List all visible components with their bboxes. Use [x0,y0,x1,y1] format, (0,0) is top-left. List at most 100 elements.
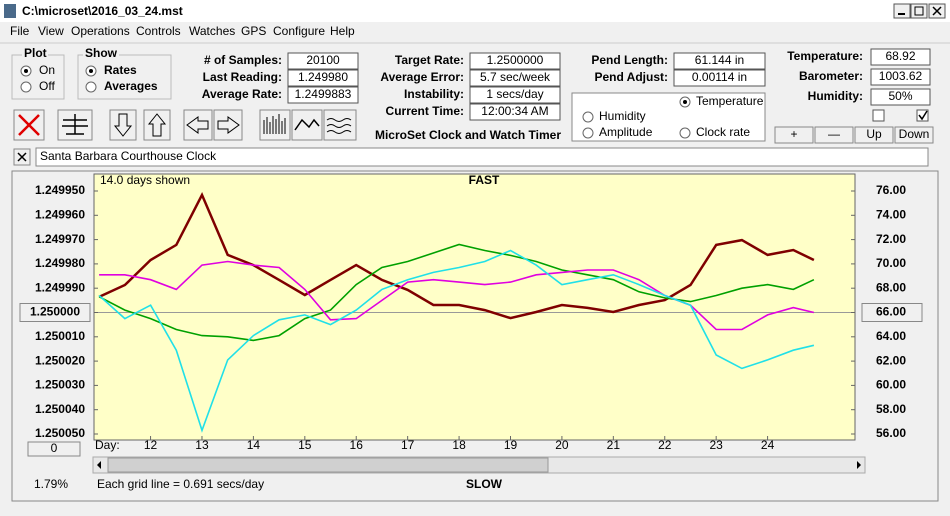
minimize[interactable] [893,3,911,19]
plot-group-box [11,54,65,100]
cancel-icon [18,114,40,136]
group-label-bg [83,48,119,60]
app-title: MicroSet Clock and Watch Timer [375,128,561,142]
field-box [870,48,931,66]
y-tick-label: 1.249980 [35,256,85,270]
balance-button[interactable] [57,109,93,141]
legend-entry: Amplitude [599,125,653,139]
y-tick-label: 1.250000 [30,305,80,319]
menu-item[interactable]: Configure [273,24,325,38]
x-tick-label: 18 [452,438,466,452]
menu-item[interactable]: GPS [241,24,266,38]
y2-tick-label: 66.00 [876,305,906,319]
field-label: Temperature: [787,49,863,63]
show-group-label: Show [85,46,118,60]
field-label: Instability: [404,87,464,101]
x-tick-label: 15 [298,438,312,452]
y2-tick-label: 56.00 [876,426,906,440]
field-box [673,69,766,87]
series-line [98,243,815,342]
adjust-button[interactable] [814,126,854,144]
adjust-button-label: — [828,127,840,141]
menu-item[interactable]: View [38,24,64,38]
field-value: 1.249980 [298,70,348,84]
offset-button[interactable] [27,441,81,457]
right-icon [217,116,240,134]
y-center-button[interactable] [19,303,91,322]
field-box [287,52,359,70]
legend-entry: Humidity [599,109,646,123]
field-value: 1003.62 [879,69,923,83]
scroll-thumb[interactable] [107,457,549,473]
down-icon [113,113,133,137]
field-box [469,86,561,104]
x-tick-label: 20 [555,438,569,452]
legend-entry: Temperature [696,94,764,108]
y2-tick-label: 74.00 [876,207,906,221]
menu-item[interactable]: File [10,24,30,38]
y-tick-label: 1.250030 [35,378,85,392]
show-radio[interactable] [85,81,97,93]
x-tick-label: 19 [504,438,518,452]
up-button[interactable] [143,109,171,141]
plot-option: On [39,63,55,77]
x-axis-label: Day: [95,438,120,452]
field-value: 1.2499883 [295,87,352,101]
window-controls[interactable] [893,3,946,19]
down-button[interactable] [109,109,137,141]
field-box [870,88,931,106]
right-button[interactable] [213,109,243,141]
close-icon [932,6,942,16]
legend-entry: Clock rate [696,125,750,139]
field-label: Average Error: [380,70,464,84]
left-icon [186,116,209,134]
field-box [870,68,931,86]
series-radio[interactable] [582,111,594,123]
field-box [469,103,561,121]
wave-icon [326,118,352,134]
adjust-button[interactable] [854,126,894,144]
days-shown: 14.0 days shown [100,173,190,187]
series-radio[interactable] [582,127,594,139]
y2-tick-label: 58.00 [876,402,906,416]
maximize-icon [914,6,924,16]
bars-icon [263,114,286,134]
field-value: 61.144 in [695,53,744,67]
checkbox[interactable] [872,109,885,122]
app-icon [4,4,16,18]
field-value: 5.7 sec/week [480,70,551,84]
watch-name-box[interactable] [35,147,929,167]
x-tick-label: 13 [195,438,209,452]
maximize[interactable] [910,3,928,19]
field-label: Average Rate: [202,87,282,101]
left-button[interactable] [183,109,213,141]
title-bar [0,0,950,22]
menu-item[interactable]: Help [330,24,355,38]
menu-item[interactable]: Controls [136,24,181,38]
x-tick-label: 23 [709,438,723,452]
adjust-button[interactable] [894,126,934,144]
plot-group-label: Plot [24,46,47,60]
menu-item[interactable]: Operations [71,24,130,38]
footnote: Each grid line = 0.691 secs/day [97,477,264,491]
field-box [287,86,359,104]
y2-center-button[interactable] [861,303,923,322]
slow-label: SLOW [466,477,503,491]
series-radio-dot [683,100,687,104]
adjust-button[interactable] [774,126,814,144]
field-value: 12:00:34 AM [481,104,548,118]
menu-item[interactable]: Watches [189,24,235,38]
x-tick-label: 16 [350,438,364,452]
y-tick-label: 1.250010 [35,329,85,343]
plot-radio[interactable] [20,81,32,93]
series-radio[interactable] [679,127,691,139]
field-label: Last Reading: [203,70,282,84]
y2-tick-label: 64.00 [876,329,906,343]
x-tick-label: 24 [761,438,775,452]
check-mark [918,110,928,121]
field-label: Target Rate: [395,53,464,67]
field-box [469,69,561,87]
checkbox[interactable] [916,109,929,122]
series-line [98,191,815,320]
